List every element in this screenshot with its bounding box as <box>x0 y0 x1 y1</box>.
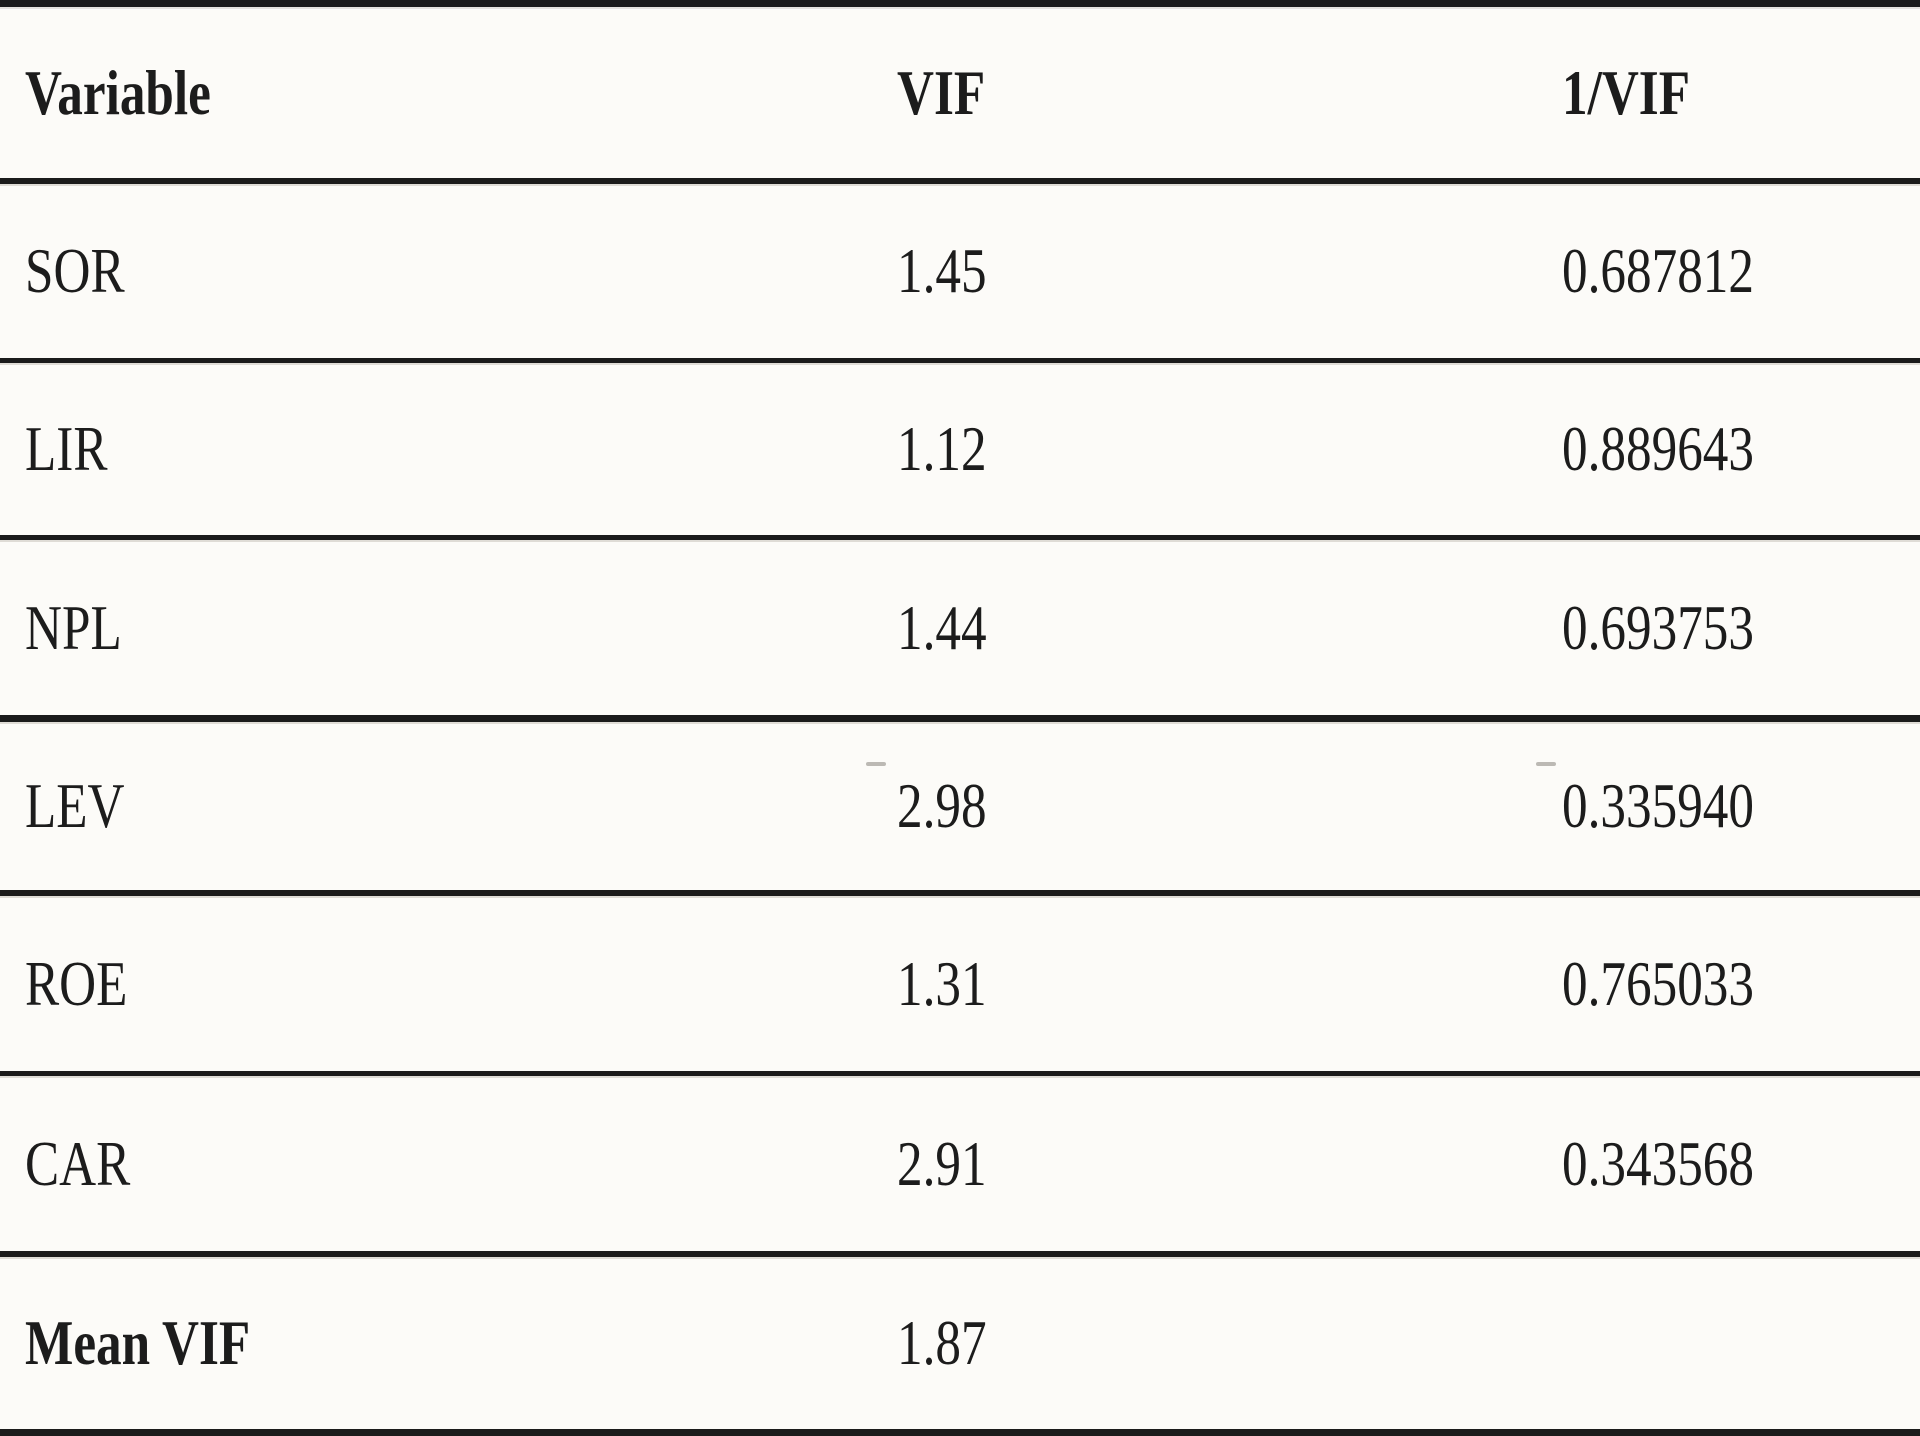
table-row-lev: LEV 2.98 0.335940 <box>0 722 1920 896</box>
vif-cell: 1.44 <box>897 591 987 663</box>
inv-vif-cell <box>1562 1334 1920 1352</box>
inv-vif-cell: 0.693753 <box>1562 591 1754 663</box>
variable-cell: LEV <box>25 770 125 841</box>
header-vif-label: VIF <box>897 56 986 128</box>
table-row-lir: LIR 1.12 0.889643 <box>0 363 1920 540</box>
vif-cell: 1.12 <box>897 413 987 484</box>
header-inv-vif: 1/VIF <box>1562 56 1920 128</box>
variable-cell: LIR <box>25 413 108 484</box>
inv-vif-cell: 0.343568 <box>1562 1127 1754 1199</box>
variable-cell: CAR <box>25 1127 131 1199</box>
vif-cell: 1.31 <box>897 947 987 1019</box>
header-vif: VIF <box>897 56 1562 128</box>
inv-vif-cell: 0.335940 <box>1562 770 1754 841</box>
inv-vif-cell: 0.765033 <box>1562 947 1754 1019</box>
inv-vif-cell: 0.889643 <box>1562 413 1754 484</box>
vif-cell: 2.91 <box>897 1127 987 1199</box>
scan-seam <box>874 0 877 7</box>
variable-cell: SOR <box>25 235 125 306</box>
table-row-mean-vif: Mean VIF 1.87 <box>0 1257 1920 1429</box>
table-row-sor: SOR 1.45 0.687812 <box>0 184 1920 363</box>
inv-vif-cell: 0.687812 <box>1562 235 1754 306</box>
header-variable-label: Variable <box>25 56 211 128</box>
scan-seam <box>1541 0 1544 7</box>
scan-artifact-dash <box>866 762 886 766</box>
table-row-npl: NPL 1.44 0.693753 <box>0 540 1920 722</box>
table-row-car: CAR 2.91 0.343568 <box>0 1076 1920 1257</box>
table-row-roe: ROE 1.31 0.765033 <box>0 896 1920 1076</box>
scan-artifact-dash <box>1536 762 1556 766</box>
variable-cell: ROE <box>25 947 128 1019</box>
vif-cell: 1.45 <box>897 235 987 306</box>
header-row: Variable VIF 1/VIF <box>0 7 1920 184</box>
scan-fringe <box>0 7 1920 9</box>
variable-cell: Mean VIF <box>25 1307 251 1378</box>
header-inv-vif-label: 1/VIF <box>1562 56 1690 128</box>
variable-cell: NPL <box>25 591 122 663</box>
header-variable: Variable <box>0 56 897 128</box>
vif-cell: 1.87 <box>897 1307 987 1378</box>
vif-cell: 2.98 <box>897 770 987 841</box>
